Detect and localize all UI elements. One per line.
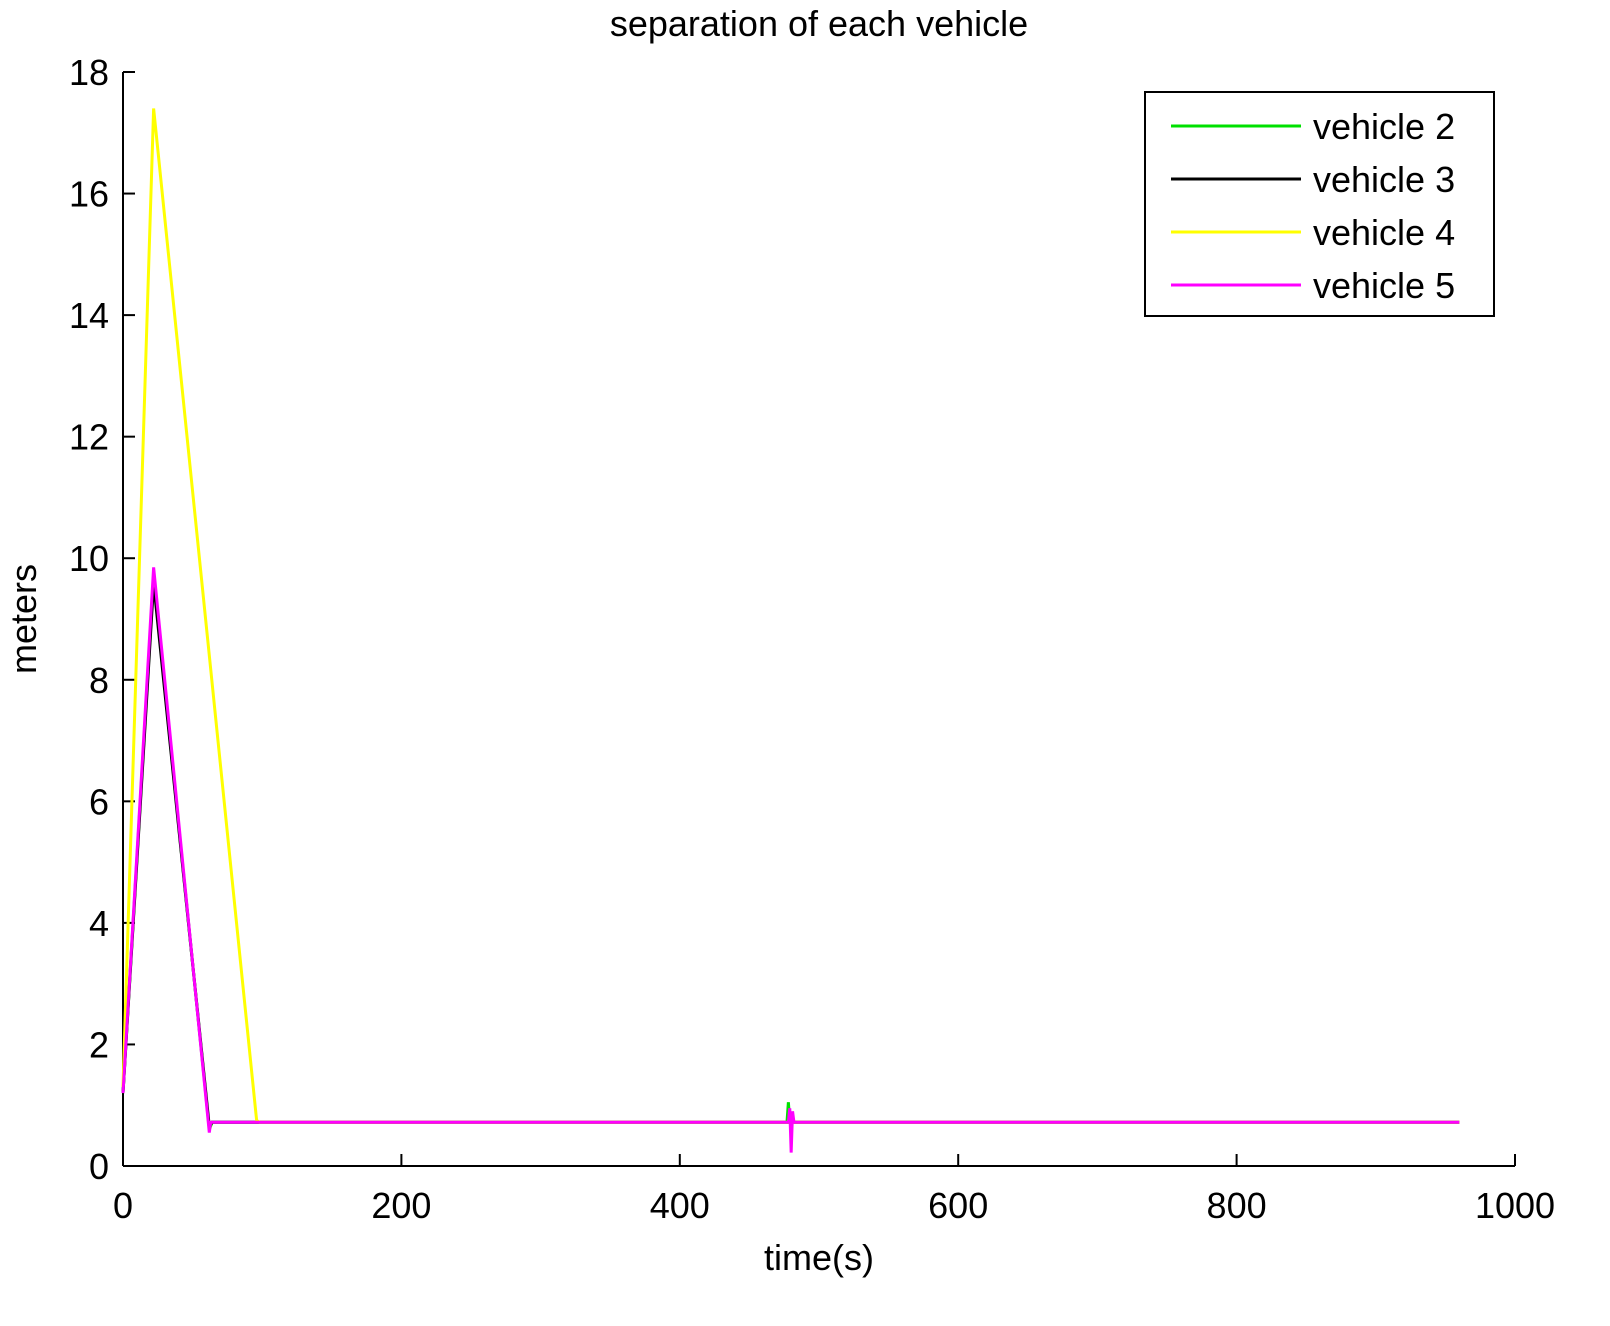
legend-label: vehicle 3 (1313, 159, 1455, 200)
y-tick-label: 16 (69, 174, 109, 215)
y-tick-label: 10 (69, 538, 109, 579)
y-tick-label: 12 (69, 417, 109, 458)
y-tick-label: 6 (89, 781, 109, 822)
x-tick-label: 200 (371, 1185, 431, 1226)
legend-label: vehicle 4 (1313, 212, 1455, 253)
y-tick-label: 4 (89, 903, 109, 944)
y-tick-label: 2 (89, 1024, 109, 1065)
x-tick-label: 600 (928, 1185, 988, 1226)
x-tick-label: 0 (113, 1185, 133, 1226)
legend-label: vehicle 2 (1313, 106, 1455, 147)
legend-label: vehicle 5 (1313, 265, 1455, 306)
x-tick-label: 800 (1207, 1185, 1267, 1226)
y-tick-label: 0 (89, 1146, 109, 1187)
y-tick-label: 18 (69, 52, 109, 93)
legend-box (1144, 91, 1495, 317)
y-tick-label: 8 (89, 660, 109, 701)
x-axis-label: time(s) (764, 1237, 874, 1278)
series-line (121, 567, 1460, 1153)
series-line (121, 576, 1460, 1131)
y-axis-label: meters (3, 564, 44, 674)
x-tick-label: 400 (650, 1185, 710, 1226)
series-line (121, 582, 1460, 1131)
y-tick-label: 14 (69, 295, 109, 336)
x-tick-label: 1000 (1475, 1185, 1555, 1226)
chart-title: separation of each vehicle (610, 3, 1028, 44)
